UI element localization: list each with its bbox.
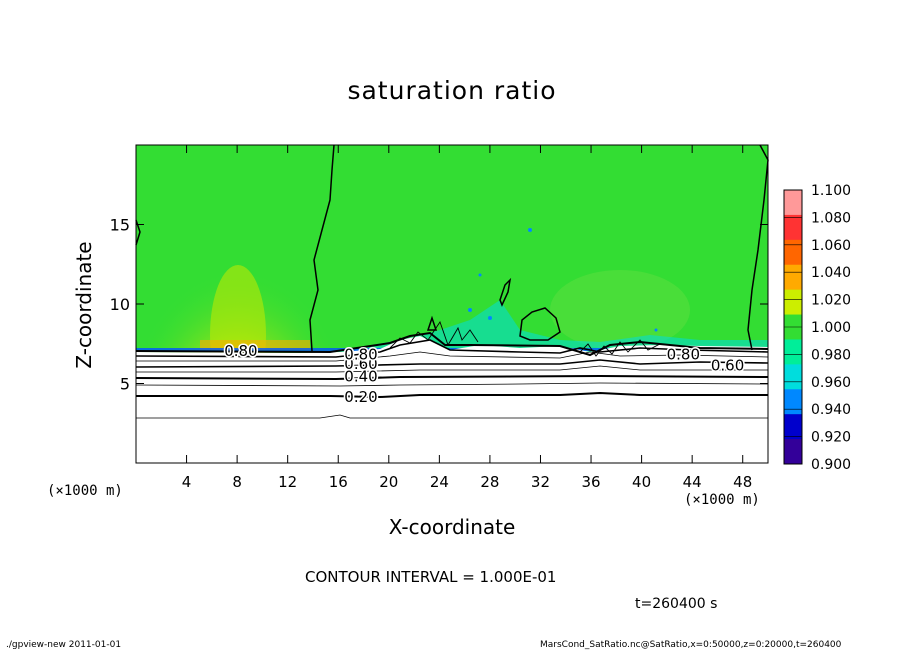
footer-left: ./gpview-new 2011-01-01 xyxy=(6,640,122,650)
contour-label: 0.60 xyxy=(711,356,744,374)
contour-label: 0.80 xyxy=(667,345,700,363)
contour-lines xyxy=(135,331,769,419)
y-tick-label: 10 xyxy=(110,295,130,314)
x-tick-label: 32 xyxy=(531,473,550,491)
y-tick-label: 5 xyxy=(120,375,130,394)
x-tick-label: 44 xyxy=(683,473,702,491)
colorbar-swatch xyxy=(784,239,802,266)
colorbar-swatch xyxy=(784,414,802,440)
contour-label: 0.80 xyxy=(344,345,377,363)
warm-band xyxy=(200,340,310,350)
x-ticks: 4 8 12 16 20 24 28 32 36 40 44 48 xyxy=(182,145,752,491)
turbulent-contours xyxy=(389,320,661,357)
time-label: t=260400 s xyxy=(635,596,718,612)
y-axis-label: Z-coordinate xyxy=(72,241,96,369)
chart-title: saturation ratio xyxy=(347,76,557,105)
contour-line xyxy=(579,339,661,357)
colorbar-swatch xyxy=(784,439,802,465)
colorbar-swatch xyxy=(784,289,802,316)
colorbar: 1.100 1.080 1.060 1.040 1.020 1.000 0.980 0.960… xyxy=(783,183,851,473)
contour-line xyxy=(389,320,479,349)
contour-interval: CONTOUR INTERVAL = 1.000E-01 xyxy=(305,568,557,586)
speck xyxy=(478,273,482,277)
x-unit-label-right: (×1000 m) xyxy=(684,492,760,508)
y-ticks: 5 10 15 xyxy=(110,216,768,394)
colorbar-label: 0.960 xyxy=(811,375,851,391)
colorbar-label: 1.080 xyxy=(811,210,851,226)
contour-line xyxy=(136,414,768,419)
contour-line xyxy=(135,339,769,358)
contour-labels: 0.200.400.600.800.80 0.800.60 xyxy=(223,341,746,408)
contour-line xyxy=(499,277,512,307)
x-tick-label: 16 xyxy=(329,473,348,491)
contour-line xyxy=(309,144,335,352)
unsaturated-region xyxy=(136,336,768,463)
contour-label: 0.60 xyxy=(344,355,377,373)
contour-line xyxy=(519,307,561,341)
colorbar-swatch xyxy=(784,364,802,390)
colorbar-swatch xyxy=(784,214,802,241)
colorbar-label: 1.060 xyxy=(811,238,851,254)
colorbar-label: 1.000 xyxy=(811,320,851,336)
x-tick-label: 12 xyxy=(278,473,297,491)
colorbar-label: 1.020 xyxy=(811,293,851,309)
specks xyxy=(468,228,658,332)
contour-line xyxy=(135,331,769,357)
contour-label: 0.20 xyxy=(344,388,377,406)
contour-line xyxy=(136,365,768,373)
contour-line xyxy=(135,382,769,387)
x-tick-label: 36 xyxy=(581,473,600,491)
contour-line xyxy=(136,351,769,362)
colorbar-swatch xyxy=(784,339,802,365)
contour-label: 0.80 xyxy=(224,342,257,360)
contour-line xyxy=(136,391,768,399)
footer-right: MarsCond_SatRatio.nc@SatRatio,x=0:50000,… xyxy=(540,640,842,650)
colorbar-label: 0.940 xyxy=(811,402,851,418)
speck xyxy=(528,228,532,232)
x-axis-label: X-coordinate xyxy=(388,515,516,539)
colorbar-label: 0.900 xyxy=(811,457,851,473)
colorbar-swatch xyxy=(784,264,802,291)
x-tick-label: 24 xyxy=(430,473,449,491)
colorbar-swatch xyxy=(784,389,802,415)
speck xyxy=(654,328,658,332)
x-unit-label-left: (×1000 m) xyxy=(47,483,123,499)
contour-label: 0.40 xyxy=(344,368,377,386)
x-tick-label: 20 xyxy=(379,473,398,491)
x-tick-label: 40 xyxy=(632,473,651,491)
y-tick-label: 15 xyxy=(110,216,130,235)
colorbar-label: 0.980 xyxy=(811,347,851,363)
x-tick-label: 8 xyxy=(232,473,242,491)
speck xyxy=(468,308,472,312)
colorbar-label: 1.040 xyxy=(811,265,851,281)
colorbar-swatch xyxy=(784,190,802,216)
colorbar-label: 1.100 xyxy=(811,183,851,199)
colorbar-label: 0.920 xyxy=(811,430,851,446)
speck xyxy=(488,316,492,320)
contour-line xyxy=(135,374,769,381)
cyan-edge xyxy=(136,300,768,352)
x-tick-label: 4 xyxy=(182,473,192,491)
contour-line xyxy=(135,359,769,368)
x-tick-label: 28 xyxy=(480,473,499,491)
contour-line xyxy=(426,315,438,331)
x-tick-label: 48 xyxy=(733,473,752,491)
